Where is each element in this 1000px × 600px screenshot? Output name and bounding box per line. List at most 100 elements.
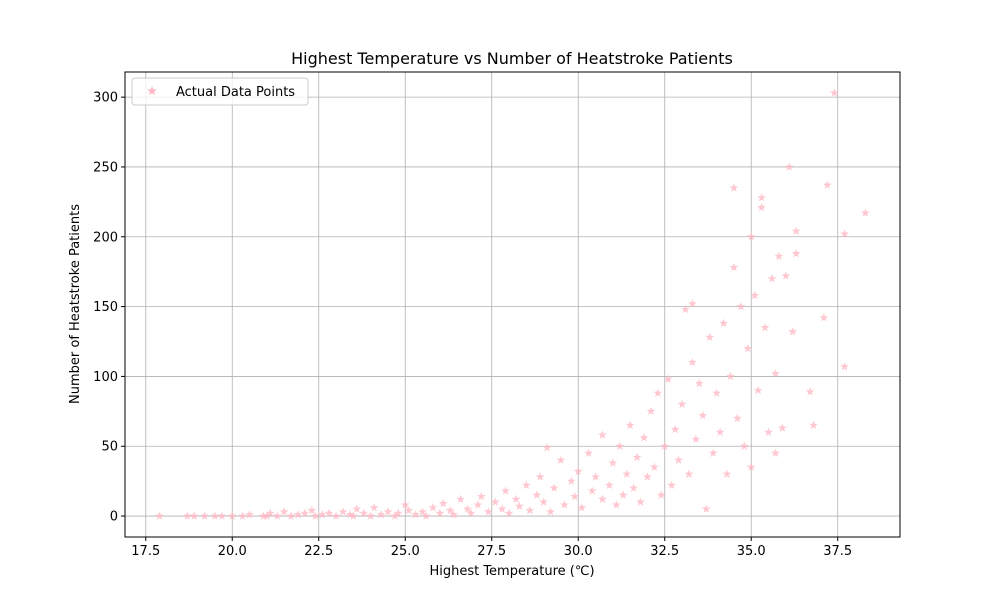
data-point <box>840 229 850 238</box>
data-point <box>279 507 289 516</box>
data-point <box>809 420 818 430</box>
data-point <box>217 511 227 520</box>
data-point <box>182 511 192 520</box>
data-point <box>694 378 704 388</box>
data-point <box>771 448 780 457</box>
data-point <box>262 511 272 520</box>
y-tick-label: 100 <box>93 370 118 385</box>
data-point <box>348 511 358 520</box>
data-point <box>649 462 659 471</box>
data-point <box>435 508 445 517</box>
legend-star-icon <box>147 86 157 96</box>
data-point <box>445 505 455 515</box>
x-tick-label: 27.5 <box>477 544 506 559</box>
data-point <box>317 510 327 519</box>
data-point <box>774 251 784 261</box>
data-point <box>688 299 697 308</box>
data-point <box>449 510 459 519</box>
data-point <box>719 318 728 328</box>
data-point <box>390 511 400 520</box>
x-tick-label: 22.5 <box>304 544 333 559</box>
data-point <box>674 455 683 464</box>
data-point <box>570 491 580 501</box>
y-tick-label: 300 <box>93 91 118 106</box>
data-point <box>618 490 628 499</box>
data-point <box>542 443 552 452</box>
data-point <box>338 507 348 516</box>
data-point <box>743 343 753 353</box>
data-point <box>639 433 649 442</box>
data-point <box>663 374 673 383</box>
data-point <box>515 501 524 510</box>
data-point <box>577 503 587 512</box>
data-point <box>331 511 341 520</box>
data-point <box>359 508 369 517</box>
data-point <box>840 362 850 371</box>
x-tick-label: 32.5 <box>650 544 679 559</box>
data-point <box>701 504 711 513</box>
data-point <box>504 508 514 517</box>
data-point <box>677 399 687 409</box>
data-point <box>286 511 296 520</box>
data-point <box>805 387 815 396</box>
data-point <box>497 504 507 513</box>
data-point <box>566 476 576 485</box>
data-point <box>861 208 870 217</box>
data-point <box>764 427 773 436</box>
data-point <box>560 500 569 509</box>
data-point <box>404 505 414 515</box>
data-point <box>549 483 559 492</box>
data-point <box>366 511 376 520</box>
data-point <box>688 357 697 367</box>
data-point <box>584 448 593 457</box>
data-point <box>556 455 566 464</box>
data-point <box>656 490 666 499</box>
data-point <box>739 441 749 450</box>
data-point <box>393 508 403 517</box>
y-axis-label: Number of Heatstroke Patients <box>68 204 83 404</box>
x-tick-label: 37.5 <box>823 544 852 559</box>
data-point <box>428 503 438 512</box>
legend-box <box>131 77 309 106</box>
chart-title: Highest Temperature vs Number of Heatstr… <box>291 49 733 68</box>
data-point <box>829 88 839 97</box>
data-point <box>535 472 545 481</box>
data-point <box>532 490 542 499</box>
data-point <box>300 508 310 517</box>
data-point <box>438 498 448 508</box>
axis-ticks: 17.5 20.0 22.5 25.0 27.5 30.0 32.5 35.0 37.5 0 50 1… <box>93 91 852 559</box>
data-point <box>726 371 735 381</box>
data-point <box>189 511 199 520</box>
y-tick-label: 200 <box>93 230 118 245</box>
data-point <box>473 500 483 509</box>
data-point <box>760 322 770 332</box>
data-point <box>636 497 645 506</box>
data-point <box>691 434 701 443</box>
data-point <box>698 410 708 420</box>
data-point <box>259 511 268 520</box>
data-points <box>155 88 870 520</box>
data-point <box>307 505 317 515</box>
data-point <box>767 274 777 283</box>
data-point <box>598 430 607 439</box>
data-point <box>421 511 431 520</box>
data-point <box>265 508 275 517</box>
data-point <box>819 313 829 322</box>
data-point <box>750 290 760 300</box>
data-point <box>722 469 732 478</box>
data-point <box>591 472 600 481</box>
data-point <box>573 466 583 476</box>
data-point <box>598 494 607 504</box>
data-point <box>708 448 718 457</box>
data-point <box>777 423 787 432</box>
data-point <box>646 406 656 416</box>
data-point <box>667 480 677 490</box>
data-point <box>310 511 320 520</box>
data-point <box>746 462 756 471</box>
data-point <box>376 510 386 519</box>
data-point <box>539 497 549 506</box>
x-tick-label: 20.0 <box>218 544 247 559</box>
data-point <box>771 369 780 378</box>
plot-area <box>124 71 901 538</box>
